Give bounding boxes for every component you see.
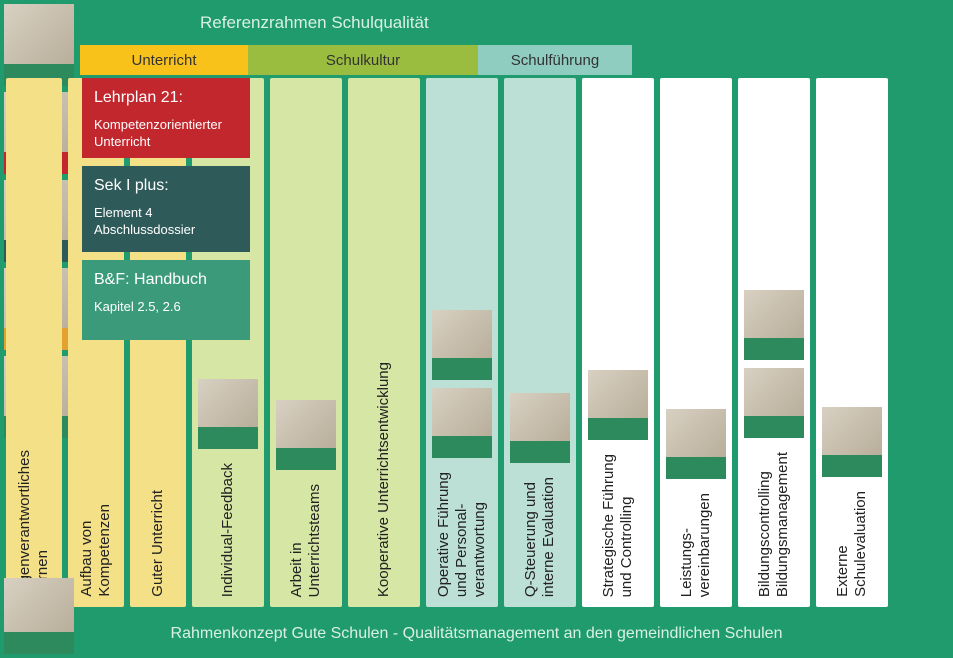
footer-bar: Rahmenkonzept Gute Schulen - Qualitätsma… — [0, 610, 953, 658]
column-6-thumb-0 — [432, 310, 492, 380]
column-10-label: Bildungscontrolling Bildungsmanagement — [756, 442, 792, 607]
column-9-label: Leistungs- vereinbarungen — [678, 483, 714, 607]
overlay-title: B&F: Handbuch — [94, 270, 238, 291]
thumb-photo — [510, 393, 570, 441]
footer-text: Rahmenkonzept Gute Schulen - Qualitätsma… — [171, 625, 783, 643]
column-7-label: Q-Steuerung und interne Evaluation — [522, 467, 558, 607]
column-11-thumb-0 — [822, 407, 882, 477]
column-11-label: Externe Schulevaluation — [834, 481, 870, 607]
column-6-label: Operative Führung und Personal- verantwo… — [435, 462, 489, 607]
thumb-caption — [432, 358, 492, 380]
column-4-thumb-0 — [276, 400, 336, 470]
thumb-photo — [744, 368, 804, 416]
thumb-photo — [822, 407, 882, 455]
column-9-thumb-0 — [666, 409, 726, 479]
thumb-caption — [432, 436, 492, 458]
diagram-title: Referenzrahmen Schulqualität — [200, 13, 429, 33]
overlay-box-2: B&F: Handbuch Kapitel 2.5, 2.6 — [82, 260, 250, 340]
thumb-photo — [588, 370, 648, 418]
column-5: Kooperative Unterrichtsentwicklung — [348, 78, 420, 607]
column-6-thumb-1 — [432, 388, 492, 458]
footer-thumbnail — [4, 578, 74, 654]
category-header-0: Unterricht — [80, 45, 248, 75]
thumb-caption — [744, 416, 804, 438]
thumb-caption — [4, 632, 74, 654]
thumb-photo — [666, 409, 726, 457]
column-9: Leistungs- vereinbarungen — [660, 78, 732, 607]
thumb-caption — [666, 457, 726, 479]
thumb-photo — [432, 310, 492, 358]
thumb-photo — [4, 578, 74, 632]
thumb-photo — [276, 400, 336, 448]
thumb-caption — [744, 338, 804, 360]
category-header-2: Schulführung — [478, 45, 632, 75]
column-10: Bildungscontrolling Bildungsmanagement — [738, 78, 810, 607]
column-2-label: Guter Unterricht — [149, 480, 167, 607]
column-5-label: Kooperative Unterrichtsentwicklung — [375, 352, 393, 607]
column-0: Eigenverantwortliches Lernen — [6, 78, 62, 607]
column-8-thumb-0 — [588, 370, 648, 440]
overlay-box-1: Sek I plus: Element 4 Abschlussdossier — [82, 166, 250, 252]
column-4-label: Arbeit in Unterrichtsteams — [288, 474, 324, 607]
thumb-photo — [198, 379, 258, 427]
column-10-thumb-0 — [744, 290, 804, 360]
column-8-label: Strategische Führung und Controlling — [600, 444, 636, 607]
overlay-box-0: Lehrplan 21: Kompetenzorientierter Unterr… — [82, 78, 250, 158]
overlay-subtitle: Element 4 Abschlussdossier — [94, 205, 238, 239]
column-8: Strategische Führung und Controlling — [582, 78, 654, 607]
column-11: Externe Schulevaluation — [816, 78, 888, 607]
title-bar: Referenzrahmen Schulqualität — [0, 0, 953, 45]
category-header-1: Schulkultur — [248, 45, 478, 75]
column-6: Operative Führung und Personal- verantwo… — [426, 78, 498, 607]
thumb-caption — [276, 448, 336, 470]
thumb-photo — [744, 290, 804, 338]
thumb-photo — [432, 388, 492, 436]
column-7: Q-Steuerung und interne Evaluation — [504, 78, 576, 607]
column-4: Arbeit in Unterrichtsteams — [270, 78, 342, 607]
column-3-thumb-0 — [198, 379, 258, 449]
thumb-caption — [822, 455, 882, 477]
thumb-caption — [588, 418, 648, 440]
column-1-label: Aufbau von Kompetenzen — [78, 494, 114, 607]
column-7-thumb-0 — [510, 393, 570, 463]
column-10-thumb-1 — [744, 368, 804, 438]
thumb-caption — [198, 427, 258, 449]
diagram-frame: Referenzrahmen Schulqualität UnterrichtS… — [0, 0, 953, 658]
header-spacer — [0, 45, 80, 75]
column-3-label: Individual-Feedback — [219, 453, 237, 607]
overlay-title: Sek I plus: — [94, 176, 238, 197]
thumb-caption — [510, 441, 570, 463]
overlay-title: Lehrplan 21: — [94, 88, 238, 109]
category-header-row: UnterrichtSchulkulturSchulführung — [0, 45, 953, 75]
overlay-subtitle: Kapitel 2.5, 2.6 — [94, 299, 238, 316]
overlay-subtitle: Kompetenzorientierter Unterricht — [94, 117, 238, 151]
